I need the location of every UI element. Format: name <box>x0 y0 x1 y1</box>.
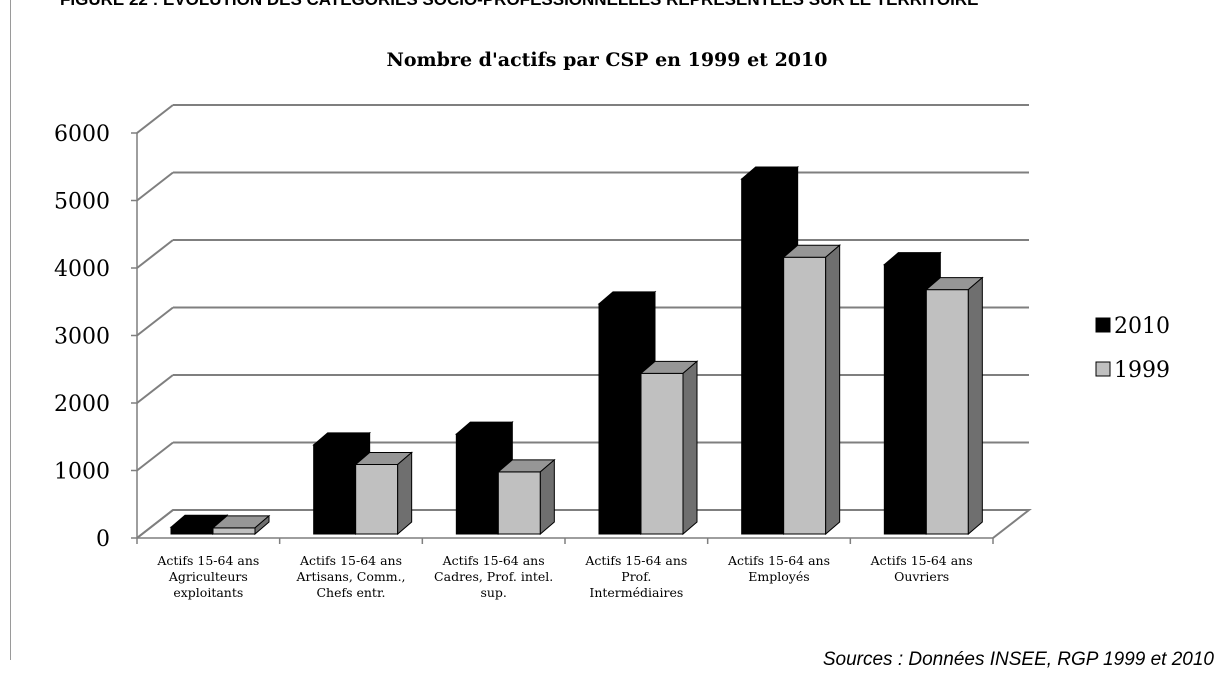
x-tick-label: Actifs 15-64 ans Cadres, Prof. intel. sup. <box>434 553 553 600</box>
gridline <box>136 171 1029 202</box>
legend-label: 1999 <box>1114 358 1170 383</box>
bar-1999-4 <box>639 360 699 536</box>
y-tick-label: 0 <box>96 527 110 552</box>
bar-1999-3 <box>496 458 556 536</box>
legend: 2010 1999 <box>1095 314 1170 383</box>
legend-swatch <box>1095 317 1111 333</box>
y-tick-label: 4000 <box>54 257 110 282</box>
legend-item-2010: 2010 <box>1095 314 1170 339</box>
x-tick-label: Actifs 15-64 ans Employés <box>727 553 830 584</box>
y-tick-label: 1000 <box>54 460 110 485</box>
bar-1999-6 <box>924 276 984 536</box>
legend-swatch <box>1095 361 1111 377</box>
figure-caption: FIGURE 22 : ÉVOLUTION DES CATÉGORIES SOC… <box>60 0 1210 12</box>
x-tick-label: Actifs 15-64 ans Ouvriers <box>870 553 973 584</box>
bar-1999-2 <box>354 451 414 536</box>
y-tick-label: 5000 <box>54 190 110 215</box>
left-border-line <box>10 0 11 660</box>
y-tick-label: 2000 <box>54 392 110 417</box>
y-tick-label: 3000 <box>54 325 110 350</box>
sources-note: Sources : Données INSEE, RGP 1999 et 201… <box>822 649 1214 670</box>
x-tick-label: Actifs 15-64 ans Artisans, Comm., Chefs en… <box>295 553 405 600</box>
chart-title: Nombre d'actifs par CSP en 1999 et 2010 <box>387 49 828 71</box>
x-tick-label: Actifs 15-64 ans Prof. Intermédiaires <box>584 553 687 600</box>
y-tick-label: 6000 <box>54 122 110 147</box>
legend-item-1999: 1999 <box>1095 358 1170 383</box>
bar-chart: Nombre d'actifs par CSP en 1999 et 2010 … <box>54 49 1170 600</box>
gridline <box>136 104 1029 134</box>
gridline <box>136 239 1029 269</box>
x-tick-label: Actifs 15-64 ans Agriculteurs exploitants <box>156 553 259 600</box>
bar-1999-1 <box>211 514 271 536</box>
bar-1999-5 <box>782 244 842 536</box>
legend-label: 2010 <box>1114 314 1170 339</box>
